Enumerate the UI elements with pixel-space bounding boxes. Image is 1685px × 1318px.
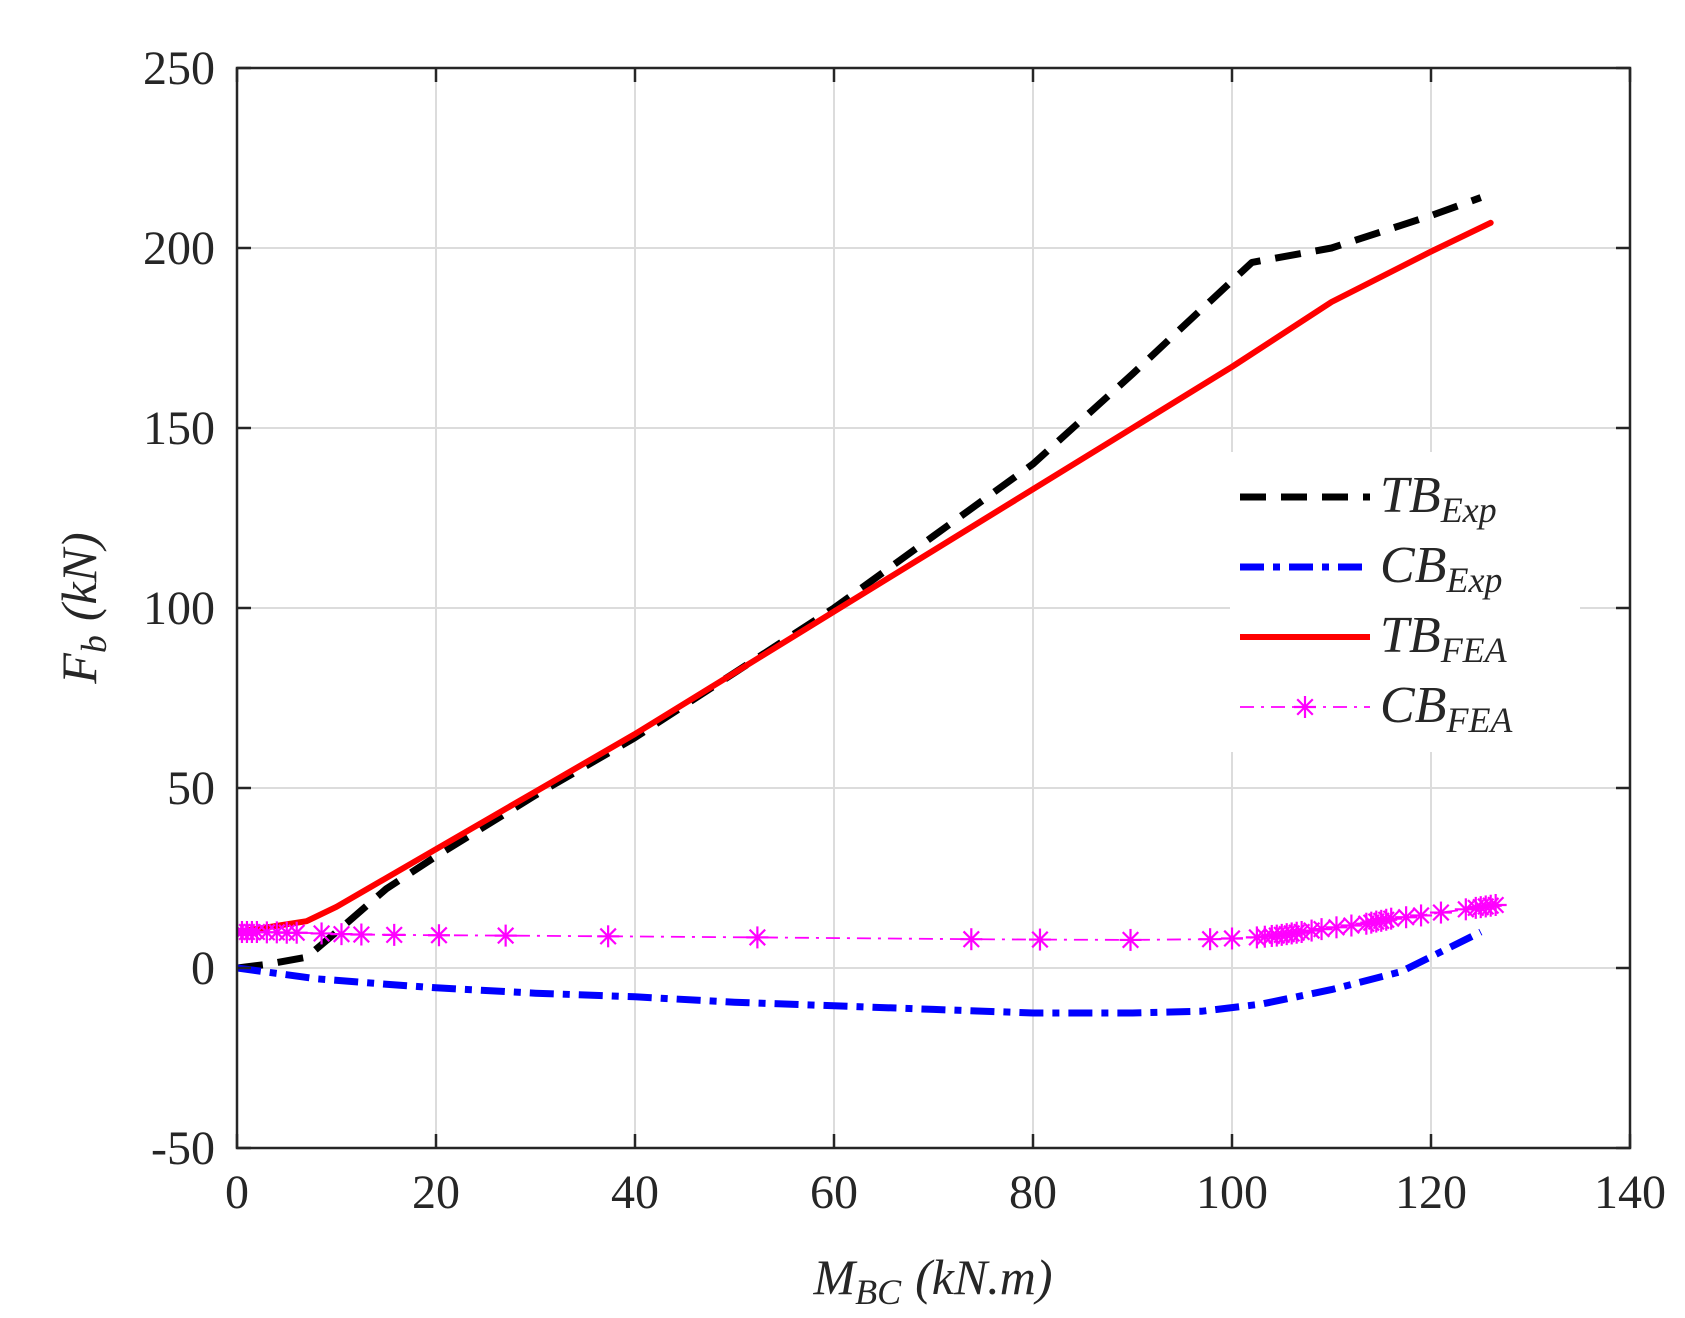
x-tick-label: 140 [1594,1166,1666,1219]
y-tick-label: 250 [143,42,215,95]
x-axis-label-unit: (kN.m) [915,1249,1052,1305]
x-tick-label: 60 [810,1166,858,1219]
data-point-cb-fea [1484,894,1507,916]
data-point-cb-fea [330,923,353,946]
legend-samples [1240,493,1370,718]
y-axis-label-main: F [51,653,107,685]
y-tick-label: -50 [151,1122,215,1175]
x-tick-label: 120 [1395,1166,1467,1219]
y-tick-label: 0 [191,942,215,995]
data-point-cb-fea [494,924,517,947]
x-tick-label: 20 [412,1166,460,1219]
data-point-cb-fea [1410,904,1433,927]
series-layer [237,194,1507,1017]
series-tb-fea [237,219,1494,935]
x-tick-label: 40 [611,1166,659,1219]
data-point-cb-fea [383,923,406,946]
data-point-cb-fea [1028,928,1051,951]
series-line-cb-exp [237,928,1483,1017]
data-point-cb-fea [427,924,450,947]
x-tick-label: 0 [225,1166,249,1219]
x-axis-label-sub: BC [855,1272,902,1312]
x-tick-labels: 0 20 40 60 80 100 120 140 [225,1166,1666,1219]
x-axis-label: MBC (kN.m) [812,1249,1052,1312]
legend-label-cb-exp: CBExp [1380,537,1502,600]
data-point-cb-fea [285,921,308,944]
data-point-cb-fea [350,923,373,946]
data-point-cb-fea [960,928,983,951]
data-point-cb-fea [1380,907,1403,930]
legend-marker-cb-fea [1294,696,1316,718]
data-point-cb-fea [1221,927,1243,950]
ticks [235,66,1632,1150]
x-tick-label: 100 [1196,1166,1268,1219]
legend-label-tb-fea: TBFEA [1380,607,1508,670]
data-point-cb-fea [1325,916,1348,939]
y-tick-label: 100 [143,582,215,635]
data-point-cb-fea [746,926,769,949]
legend-label-cb-fea: CBFEA [1380,677,1513,740]
series-cb-exp [237,928,1483,1017]
data-point-cb-fea [597,925,620,948]
y-axis-label-sub: b [74,635,114,653]
data-point-cb-fea [1310,918,1333,941]
data-point-cb-fea [1199,928,1222,951]
x-axis-label-main: M [812,1249,857,1305]
data-point-cb-fea [1340,914,1363,937]
y-axis-label: Fb (kN) [51,532,114,684]
series-tb-exp [237,194,1482,972]
data-point-cb-fea [310,922,333,945]
x-tick-label: 80 [1009,1166,1057,1219]
data-point-cb-fea [1119,928,1142,951]
series-cb-fea [237,894,1507,951]
y-tick-labels: -50 0 50 100 150 200 250 [143,42,215,1175]
data-point-cb-fea [1395,906,1418,929]
series-line-tb-fea [237,219,1494,935]
legend: TBExp CBExp TBFEA CBFEA [1230,452,1580,752]
legend-box [1230,452,1580,752]
data-point-cb-fea [1429,901,1452,924]
y-tick-label: 150 [143,402,215,455]
y-tick-label: 200 [143,222,215,275]
legend-label-tb-exp: TBExp [1380,467,1497,530]
y-axis-label-unit: (kN) [51,532,107,621]
series-line-tb-exp [237,194,1482,972]
y-tick-label: 50 [167,762,215,815]
